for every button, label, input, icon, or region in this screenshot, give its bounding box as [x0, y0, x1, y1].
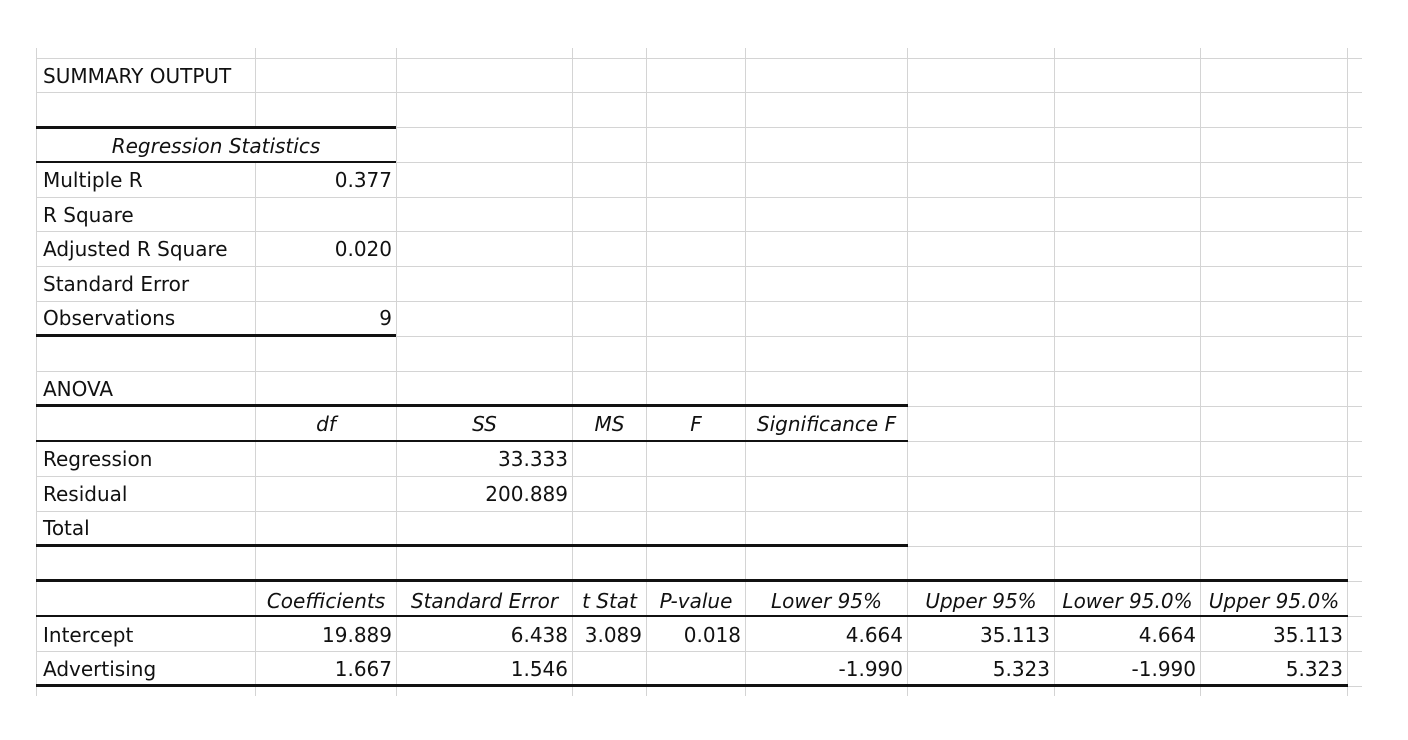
- anova-df: [256, 442, 396, 476]
- anova-row-label: Total: [43, 516, 90, 540]
- merged-cell-bg: [37, 128, 395, 162]
- stat-value: 0.020: [334, 237, 392, 261]
- anova-row-label: Residual: [43, 482, 128, 506]
- stat-label: Adjusted R Square: [43, 237, 228, 261]
- anova-header-f: F: [690, 412, 702, 436]
- stat-label: Observations: [43, 306, 176, 330]
- anova-ms: [573, 477, 646, 511]
- coef-cell: 35.113: [1273, 623, 1343, 647]
- coef-cell: 0.018: [683, 623, 741, 647]
- anova-row-label: Regression: [43, 447, 153, 471]
- coef-row-label: Intercept: [43, 623, 134, 647]
- table-border: [36, 404, 908, 407]
- anova-header-ms: MS: [594, 412, 625, 436]
- stat-value: 0.377: [334, 168, 392, 192]
- coef-header-upper-95-0: Upper 95.0%: [1208, 589, 1340, 613]
- gridline-v: [745, 48, 746, 696]
- coef-row-label: Advertising: [43, 657, 157, 681]
- table-border: [36, 684, 1348, 687]
- coef-cell: 4.664: [845, 623, 903, 647]
- gridline-h: [36, 127, 1362, 128]
- coef-cell: 5.323: [1285, 657, 1343, 681]
- anova-f: [647, 477, 745, 511]
- anova-ss: 33.333: [498, 447, 568, 471]
- gridline-h: [36, 371, 1362, 372]
- gridline-v: [1200, 48, 1201, 696]
- summary-title: SUMMARY OUTPUT: [43, 64, 232, 88]
- anova-ss: [397, 511, 572, 545]
- gridline-h: [36, 197, 1362, 198]
- coef-header-lower-95-0: Lower 95.0%: [1062, 589, 1193, 613]
- anova-header-ss: SS: [472, 412, 497, 436]
- table-border: [36, 161, 396, 163]
- stat-label: R Square: [43, 203, 134, 227]
- stat-value: 9: [379, 306, 392, 330]
- coef-cell: 3.089: [584, 623, 642, 647]
- gridline-v: [572, 48, 573, 696]
- table-border: [36, 615, 1348, 617]
- coef-cell: 35.113: [980, 623, 1050, 647]
- coef-cell: 19.889: [322, 623, 392, 647]
- table-border: [36, 126, 396, 129]
- gridline-h: [36, 162, 1362, 163]
- gridline-v: [36, 48, 37, 696]
- coef-cell: 1.546: [510, 657, 568, 681]
- anova-df: [256, 511, 396, 545]
- gridline-h: [36, 92, 1362, 93]
- stat-label: Standard Error: [43, 272, 190, 296]
- anova-sig: [746, 511, 907, 545]
- gridline-h: [36, 301, 1362, 302]
- gridline-h: [36, 58, 1362, 59]
- coef-header-t-stat: t Stat: [582, 589, 637, 613]
- coef-header-p-value: P-value: [659, 589, 733, 613]
- regression-statistics-header: Regression Statistics: [111, 134, 321, 158]
- table-border: [36, 334, 396, 337]
- coef-cell: -1.990: [1131, 657, 1196, 681]
- gridline-h: [36, 651, 1362, 652]
- table-border: [36, 544, 908, 547]
- anova-ss: 200.889: [485, 482, 568, 506]
- gridline-h: [36, 266, 1362, 267]
- anova-sig: [746, 442, 907, 476]
- coef-cell: -1.990: [838, 657, 903, 681]
- coef-header-upper-95: Upper 95%: [925, 589, 1037, 613]
- anova-f: [647, 442, 745, 476]
- gridline-h: [36, 511, 1362, 512]
- table-border: [36, 579, 1348, 582]
- gridline-v: [907, 48, 908, 696]
- coef-header-lower-95: Lower 95%: [770, 589, 883, 613]
- anova-ms: [573, 442, 646, 476]
- coef-cell: [573, 652, 646, 686]
- table-border: [36, 440, 908, 442]
- anova-sig: [746, 477, 907, 511]
- anova-title: ANOVA: [43, 377, 114, 401]
- stat-value: [256, 198, 396, 232]
- stat-label: Multiple R: [43, 168, 143, 192]
- coef-cell: 6.438: [510, 623, 568, 647]
- anova-ms: [573, 511, 646, 545]
- coef-cell: 1.667: [334, 657, 392, 681]
- coef-cell: 5.323: [992, 657, 1050, 681]
- gridline-v: [1347, 48, 1348, 696]
- anova-header-df: df: [316, 412, 336, 436]
- gridline-h: [36, 336, 1362, 337]
- gridline-v: [396, 48, 397, 696]
- gridline-v: [255, 48, 256, 696]
- gridline-h: [36, 231, 1362, 232]
- gridline-v: [646, 48, 647, 696]
- stat-value: [256, 267, 396, 301]
- gridline-v: [1054, 48, 1055, 696]
- anova-header-significance-f: Significance F: [756, 412, 897, 436]
- anova-df: [256, 477, 396, 511]
- coef-cell: [647, 652, 745, 686]
- coef-header-coefficients: Coefficients: [266, 589, 386, 613]
- gridline-h: [36, 476, 1362, 477]
- coef-header-standard-error: Standard Error: [410, 589, 559, 613]
- anova-f: [647, 511, 745, 545]
- coef-cell: 4.664: [1138, 623, 1196, 647]
